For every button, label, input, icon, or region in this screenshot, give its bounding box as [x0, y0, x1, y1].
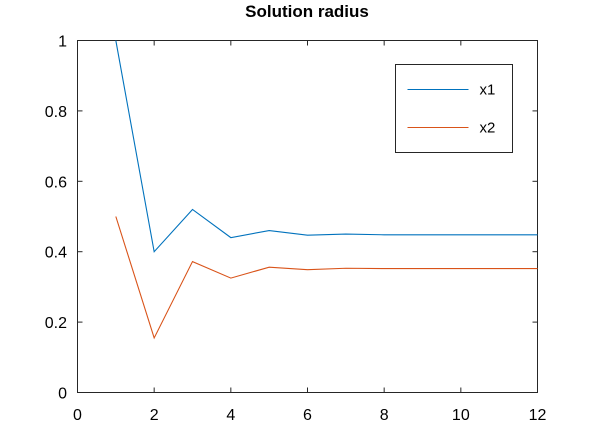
- legend-box: [395, 64, 513, 153]
- legend-label-x1: x1: [480, 82, 496, 99]
- y-tick-label: 1: [58, 34, 67, 51]
- y-tick-label: 0: [58, 386, 67, 403]
- x-tick-label: 6: [303, 407, 312, 424]
- y-tick-label: 0.6: [45, 174, 67, 191]
- series-lines: [115, 40, 538, 340]
- chart-title: Solution radius: [245, 2, 369, 21]
- axis-ticks: [77, 40, 538, 393]
- x-tick-label: 2: [150, 407, 159, 424]
- y-tick-label: 0.2: [45, 315, 67, 332]
- axis-tick-labels: 0 2 4 6 8 10 12 0 0.2 0.4 0.6 0.8 1: [45, 34, 547, 425]
- legend: x1 x2: [395, 64, 513, 153]
- x-tick-label: 0: [73, 407, 82, 424]
- y-tick-label: 0.4: [45, 245, 67, 262]
- x-tick-label: 8: [380, 407, 389, 424]
- y-tick-label: 0.8: [45, 104, 67, 121]
- x-tick-label: 12: [529, 407, 547, 424]
- series-line-x1: [115, 40, 538, 253]
- legend-label-x2: x2: [480, 120, 496, 137]
- series-line-x2: [115, 216, 538, 340]
- x-tick-label: 10: [452, 407, 470, 424]
- x-tick-label: 4: [226, 407, 235, 424]
